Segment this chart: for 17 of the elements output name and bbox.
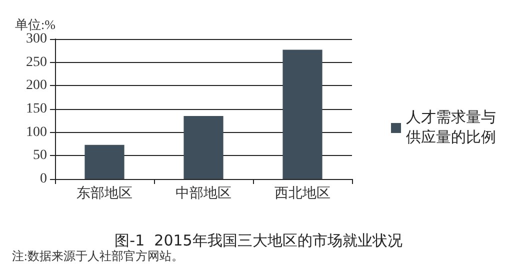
y-tick-label: 300 <box>26 32 47 46</box>
y-axis-title: 单位:% <box>15 17 56 32</box>
x-tick-label: 中部地区 <box>176 186 232 202</box>
bar <box>282 50 322 179</box>
y-tick-label: 150 <box>26 102 47 116</box>
text: 注:数据来源于人社部官方网站。 <box>12 249 184 263</box>
bar <box>84 144 124 179</box>
x-tick-label: 东部地区 <box>76 186 132 202</box>
y-tick-label: 50 <box>33 148 47 164</box>
text: 图-1 2015年我国三大地区的市场就业状况 <box>114 232 402 250</box>
y-tick-label: 100 <box>26 124 47 140</box>
bar <box>184 116 224 179</box>
y-tick-label: 250 <box>26 54 47 70</box>
y-tick-label: 200 <box>26 78 47 94</box>
y-tick-label: 0 <box>40 172 47 186</box>
legend-label: 人才需求量与供应量的比例 <box>406 109 496 146</box>
x-tick-label: 西北地区 <box>274 186 330 202</box>
